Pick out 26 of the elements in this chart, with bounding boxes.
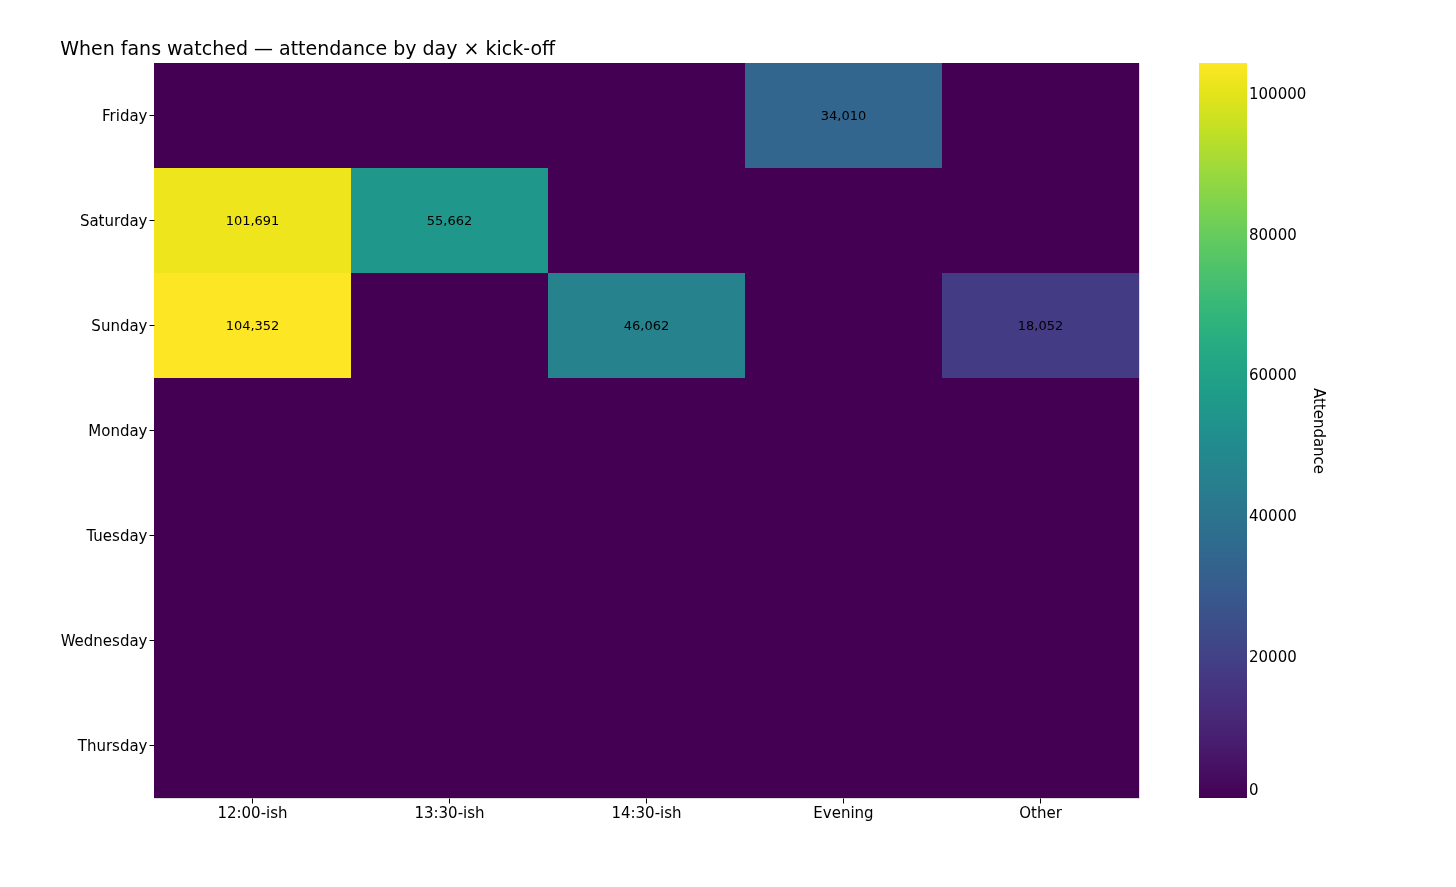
y-tick-label: Friday <box>102 106 148 125</box>
color-bar-label: 20000 <box>1249 648 1297 667</box>
data-label: 34,010 <box>820 107 867 123</box>
x-tick-label: 13:30-ish <box>414 803 485 822</box>
data-label: 55,662 <box>426 212 473 228</box>
data-label: 101,691 <box>225 212 280 228</box>
y-tick-label: Tuesday <box>85 526 148 545</box>
x-tick-label: Other <box>1019 803 1063 822</box>
data-label: 46,062 <box>623 317 670 333</box>
y-tick-label: Wednesday <box>60 631 148 650</box>
x-tick-label: Evening <box>813 803 874 822</box>
color-bar-label: 0 <box>1249 781 1259 799</box>
y-tick-label: Monday <box>88 421 148 440</box>
y-tick-label: Sunday <box>91 316 148 335</box>
color-bar-title: Attendance <box>1310 387 1328 475</box>
chart-title: When fans watched — attendance by day × kick-off <box>60 37 557 59</box>
y-tick-label: Thursday <box>76 736 148 755</box>
data-label: 104,352 <box>225 317 280 333</box>
color-bar-label: 100000 <box>1249 84 1307 103</box>
data-label: 18,052 <box>1017 317 1064 333</box>
color-bar-label: 60000 <box>1249 366 1297 385</box>
x-tick-label: 12:00-ish <box>217 803 288 822</box>
x-tick-label: 14:30-ish <box>611 803 682 822</box>
color-bar-label: 80000 <box>1249 225 1297 244</box>
color-bar-label: 40000 <box>1249 507 1297 526</box>
y-tick-label: Saturday <box>79 211 148 230</box>
